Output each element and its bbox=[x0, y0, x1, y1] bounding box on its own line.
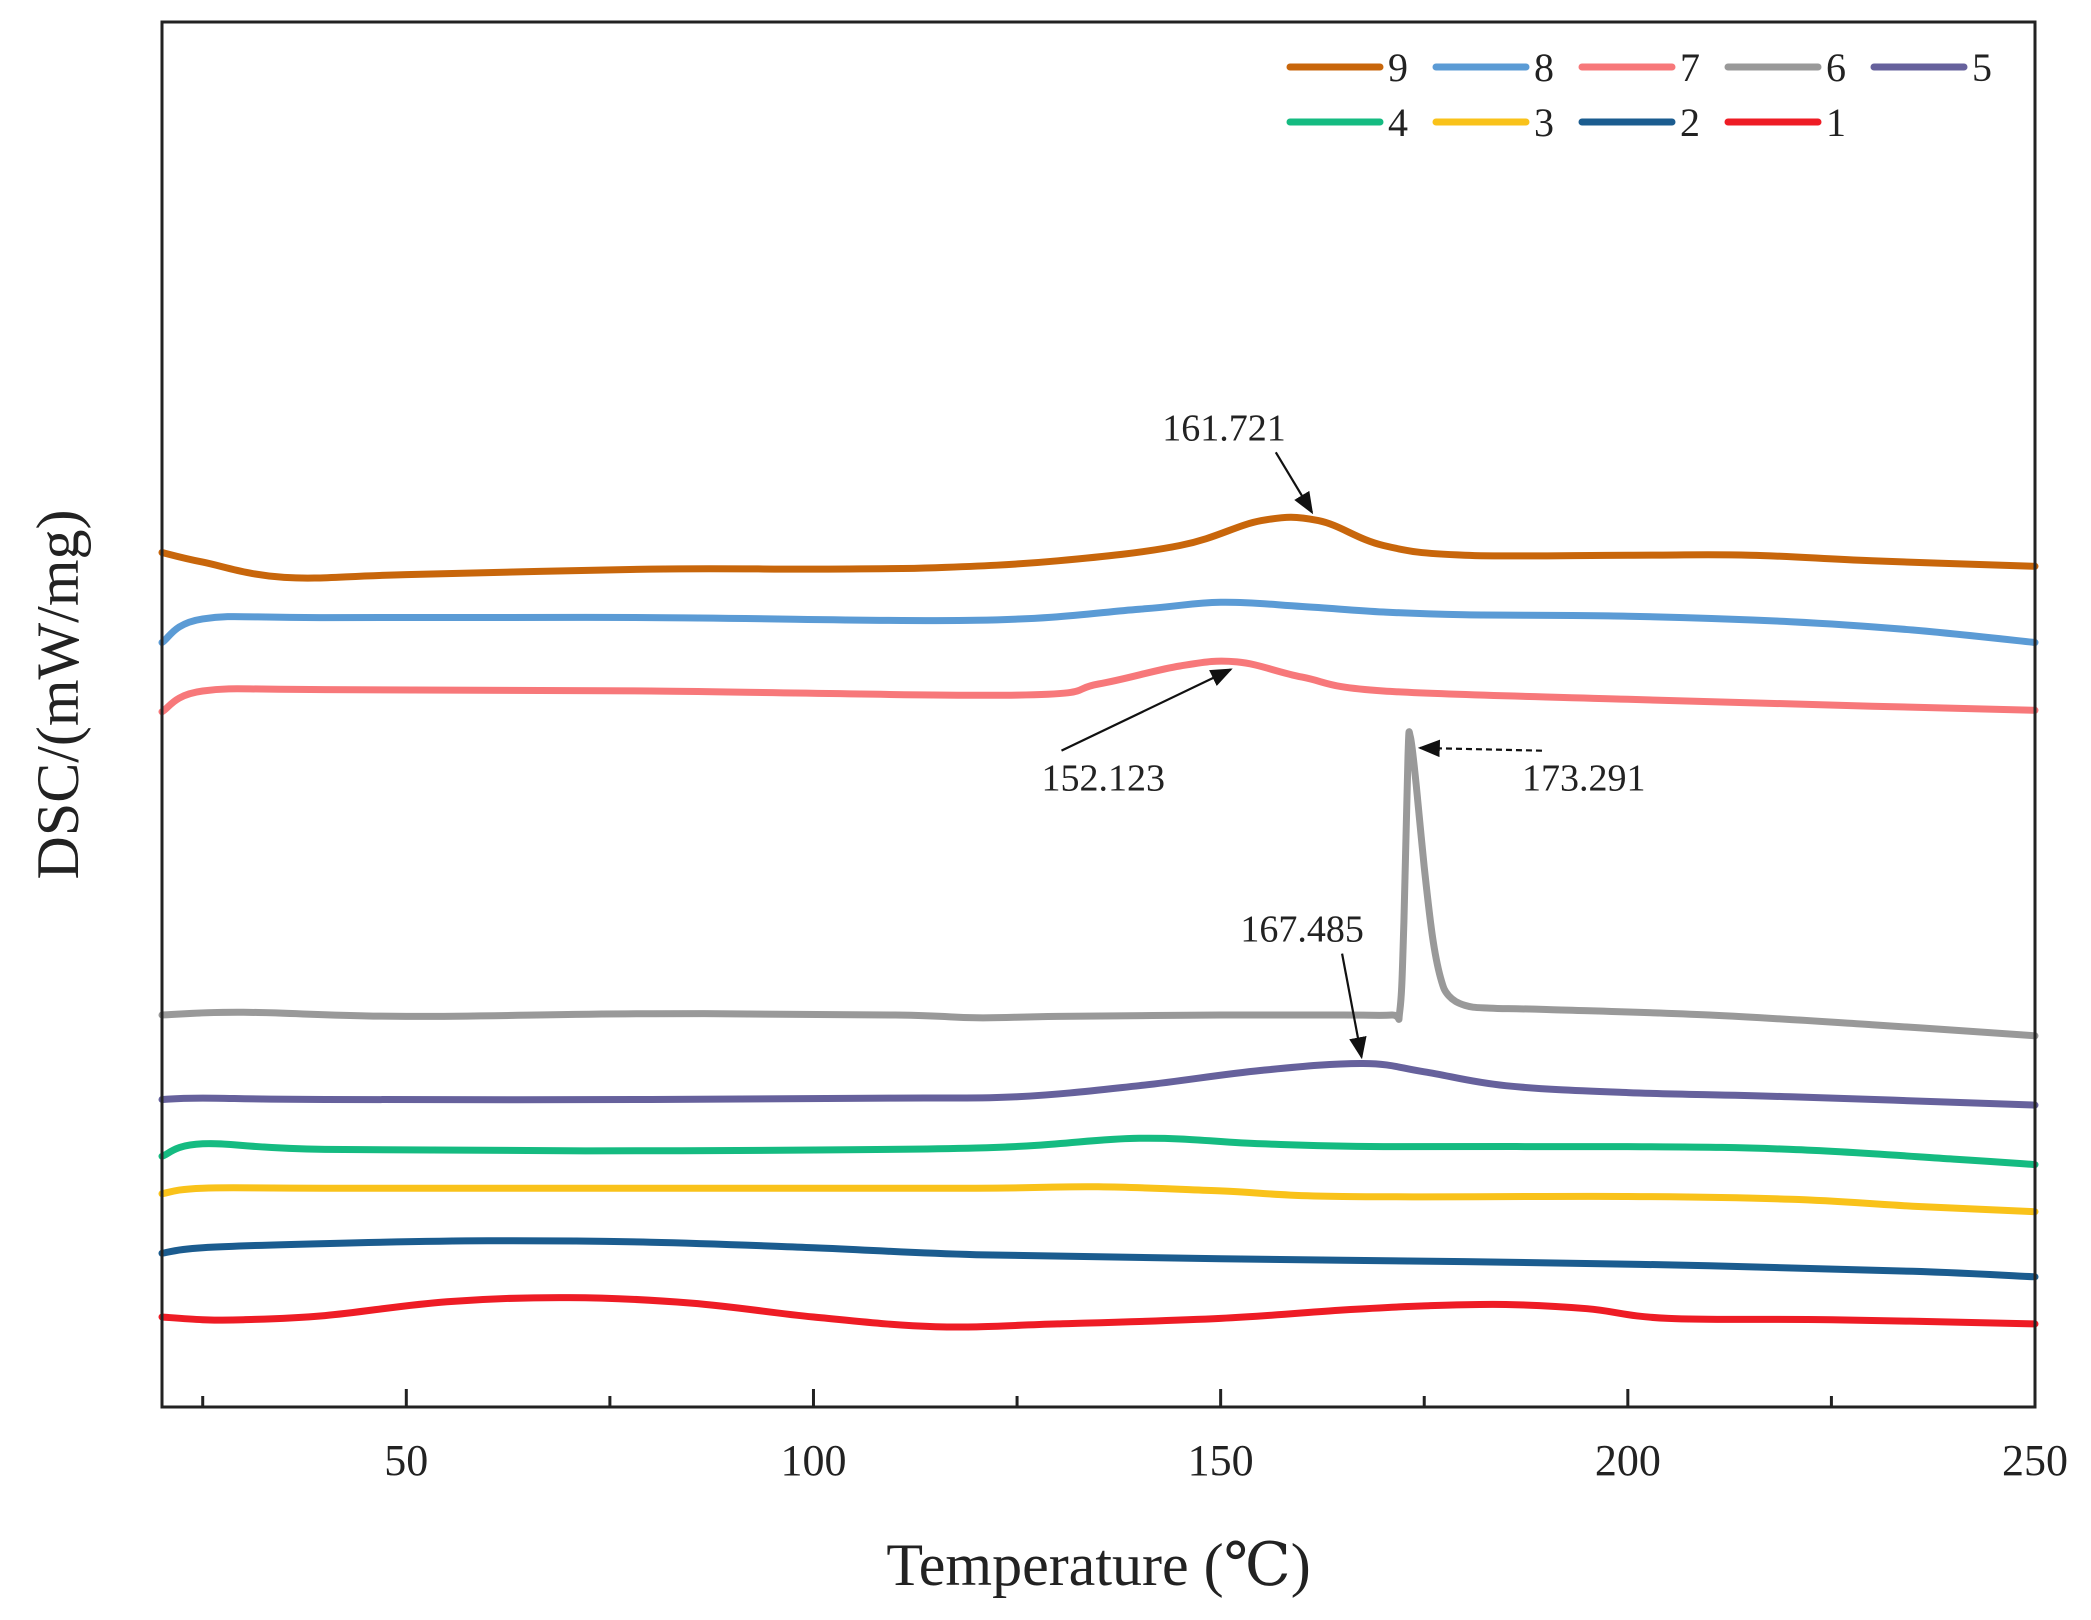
legend-label-6: 6 bbox=[1826, 45, 1846, 90]
series-line-2 bbox=[158, 1237, 2039, 1281]
legend-label-4: 4 bbox=[1388, 100, 1408, 145]
annotation-arrow-6 bbox=[1417, 739, 1542, 758]
annotation-arrow-9 bbox=[1274, 451, 1314, 515]
x-tick-label-100: 100 bbox=[780, 1436, 846, 1485]
legend-label-7: 7 bbox=[1680, 45, 1700, 90]
annotation-label-5: 167.485 bbox=[1240, 909, 1364, 951]
x-tick-label-250: 250 bbox=[2002, 1436, 2068, 1485]
x-tick-label-50: 50 bbox=[384, 1436, 428, 1485]
annotation-arrow-7 bbox=[1061, 668, 1233, 752]
series-line-9 bbox=[158, 513, 2039, 582]
annotation-label-7: 152.123 bbox=[1041, 758, 1165, 800]
series-line-1 bbox=[158, 1294, 2039, 1331]
legend-label-2: 2 bbox=[1680, 100, 1700, 145]
x-tick-label-150: 150 bbox=[1188, 1436, 1254, 1485]
x-axis-title: Temperature (℃) bbox=[886, 1532, 1310, 1598]
annotation-label-6: 173.291 bbox=[1522, 758, 1646, 800]
legend-label-5: 5 bbox=[1972, 45, 1992, 90]
plot-frame bbox=[160, 20, 2037, 1409]
series-line-3 bbox=[158, 1183, 2039, 1216]
legend-label-9: 9 bbox=[1388, 45, 1408, 90]
series-line-5 bbox=[158, 1059, 2039, 1109]
legend-label-3: 3 bbox=[1534, 100, 1554, 145]
series-line-4 bbox=[158, 1134, 2039, 1169]
y-axis-title: DSC/(mW/mg) bbox=[25, 510, 91, 880]
legend-label-8: 8 bbox=[1534, 45, 1554, 90]
annotation-arrow-5 bbox=[1341, 953, 1367, 1060]
series-line-6 bbox=[158, 728, 2039, 1040]
series-line-8 bbox=[158, 598, 2039, 646]
annotation-label-9: 161.721 bbox=[1162, 407, 1286, 449]
series-line-7 bbox=[158, 657, 2039, 716]
x-tick-label-200: 200 bbox=[1595, 1436, 1661, 1485]
legend-label-1: 1 bbox=[1826, 100, 1846, 145]
